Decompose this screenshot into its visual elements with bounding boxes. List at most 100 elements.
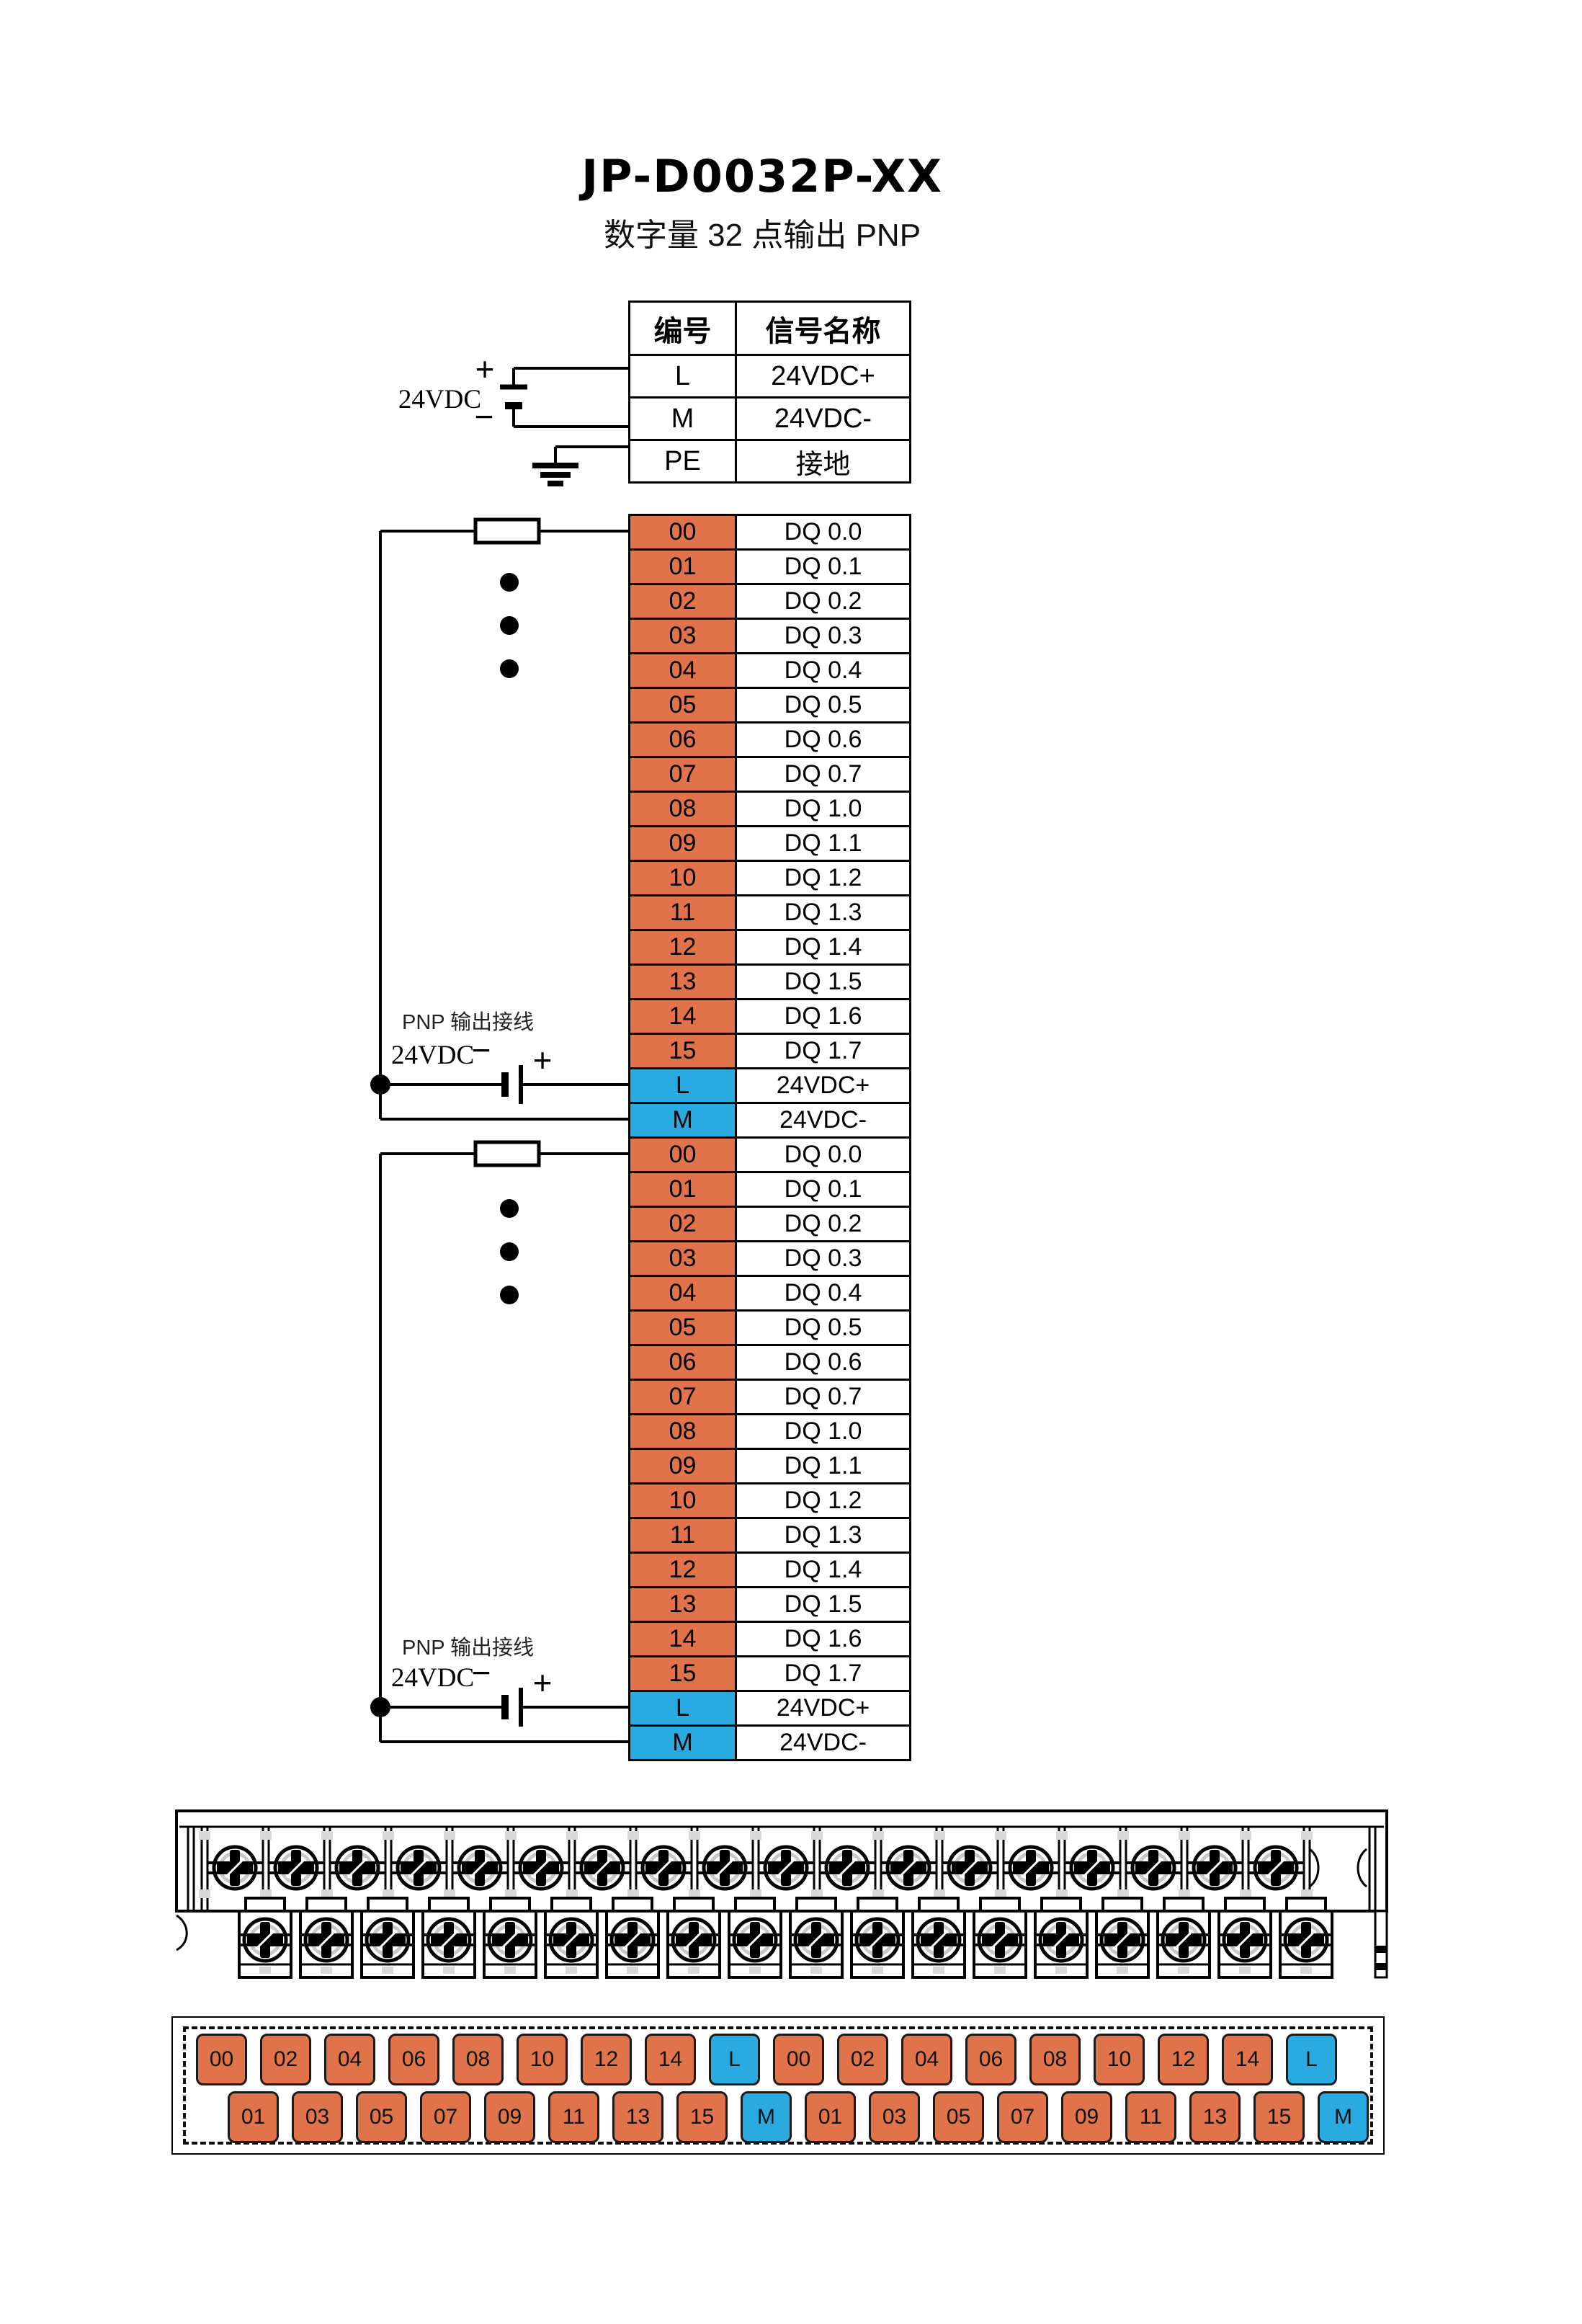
io-row: 09 DQ 1.1 [628, 1448, 911, 1484]
terminal-number-cell: L [628, 1067, 737, 1104]
top-supply-circuit [500, 367, 630, 486]
io-row: 06 DQ 0.6 [628, 721, 911, 758]
supply-plus-1: + [533, 1041, 553, 1079]
signal-name-cell: DQ 1.2 [735, 1482, 911, 1519]
terminal-number-cell: L [628, 354, 737, 399]
signal-name-cell: DQ 1.4 [735, 929, 911, 966]
io-row: 00 DQ 0.0 [628, 1136, 911, 1173]
signal-name-cell: DQ 0.0 [735, 514, 911, 551]
io-row: 07 DQ 0.7 [628, 1379, 911, 1415]
terminal-number-cell: 02 [628, 583, 737, 620]
terminal-map-cell: 04 [324, 2034, 375, 2085]
terminal-number-cell: M [628, 1102, 737, 1139]
signal-name-cell: DQ 1.4 [735, 1551, 911, 1588]
io-row: 06 DQ 0.6 [628, 1344, 911, 1381]
terminal-number-cell: 12 [628, 1551, 737, 1588]
terminal-number-cell: 13 [628, 963, 737, 1000]
terminal-number-cell: 08 [628, 791, 737, 827]
signal-name-cell: DQ 1.7 [735, 1655, 911, 1692]
io-row: 02 DQ 0.2 [628, 583, 911, 620]
io-row: 13 DQ 1.5 [628, 963, 911, 1000]
supply-minus-2: − [472, 1654, 491, 1691]
signal-name-cell: DQ 1.2 [735, 860, 911, 896]
terminal-number-cell: 04 [628, 1275, 737, 1312]
terminal-map-cell: 01 [805, 2091, 856, 2143]
terminal-number-cell: 14 [628, 1621, 737, 1657]
signal-name-cell: DQ 1.7 [735, 1033, 911, 1069]
io-row: 01 DQ 0.1 [628, 548, 911, 585]
signal-name-cell: DQ 1.0 [735, 1413, 911, 1450]
io-row: 09 DQ 1.1 [628, 825, 911, 862]
io-row: 05 DQ 0.5 [628, 687, 911, 724]
signal-name-cell: DQ 0.4 [735, 652, 911, 689]
signal-name-cell: DQ 1.5 [735, 963, 911, 1000]
io-row: M 24VDC- [628, 1102, 911, 1139]
terminal-map-cell: 10 [517, 2034, 568, 2085]
terminal-map-cell: L [1286, 2034, 1337, 2085]
io-row: 05 DQ 0.5 [628, 1309, 911, 1346]
terminal-map-cell: 14 [645, 2034, 696, 2085]
terminal-map-cell: 02 [837, 2034, 888, 2085]
terminal-number-cell: 09 [628, 825, 737, 862]
io-row: 11 DQ 1.3 [628, 894, 911, 931]
signal-name-cell: DQ 0.6 [735, 1344, 911, 1381]
terminal-map-cell: 15 [1253, 2091, 1305, 2143]
terminal-map-cell: 06 [388, 2034, 439, 2085]
load-resistor-icon [473, 517, 541, 545]
terminal-number-cell: 15 [628, 1033, 737, 1069]
terminal-map-cell: 09 [484, 2091, 535, 2143]
terminal-number-cell: 01 [628, 548, 737, 585]
terminal-block-drawing [175, 1809, 1388, 1979]
terminal-map-cell: 05 [933, 2091, 984, 2143]
terminal-map-cell: 08 [452, 2034, 504, 2085]
terminal-number-cell: 03 [628, 618, 737, 654]
signal-name-cell: 24VDC+ [735, 354, 911, 399]
pnp-wiring-label-1: PNP 输出接线 [402, 1010, 534, 1034]
signal-name-cell: 24VDC- [735, 1724, 911, 1761]
io-row: 08 DQ 1.0 [628, 1413, 911, 1450]
signal-name-cell: 24VDC+ [735, 1690, 911, 1727]
io-row: 02 DQ 0.2 [628, 1206, 911, 1242]
output-circuit-2: PNP 输出接线 24VDC − + [370, 1140, 630, 1743]
terminal-number-cell: 03 [628, 1240, 737, 1277]
terminal-number-cell: 00 [628, 1136, 737, 1173]
terminal-map-cell: L [709, 2034, 760, 2085]
io-row: 07 DQ 0.7 [628, 756, 911, 793]
terminal-number-cell: M [628, 1724, 737, 1761]
signal-name-cell: DQ 0.7 [735, 1379, 911, 1415]
signal-name-cell: DQ 1.1 [735, 825, 911, 862]
io-row: 15 DQ 1.7 [628, 1033, 911, 1069]
terminal-number-cell: 11 [628, 894, 737, 931]
terminal-number-cell: 12 [628, 929, 737, 966]
junction-dot [370, 1697, 390, 1717]
top-supply-plus: + [475, 350, 495, 388]
top-supply-minus: − [475, 398, 494, 435]
terminal-number-cell: 01 [628, 1171, 737, 1208]
output-signal-table: 00 DQ 0.0 01 DQ 0.1 02 DQ 0.2 03 DQ 0.3 04 DQ 0.4… [628, 514, 911, 1761]
terminal-number-cell: PE [628, 439, 737, 484]
io-row: 14 DQ 1.6 [628, 1621, 911, 1657]
terminal-layout-map: 00 02 04 06 08 10 12 14 L 00 02 04 06 08 10 12 14 L 01 03 05… [171, 2016, 1385, 2155]
terminal-map-cell: 06 [965, 2034, 1016, 2085]
io-row: 03 DQ 0.3 [628, 1240, 911, 1277]
terminal-map-cell: 08 [1029, 2034, 1081, 2085]
terminal-map-dashed-border [183, 2026, 1373, 2145]
signal-name-cell: DQ 1.5 [735, 1586, 911, 1623]
io-row: 01 DQ 0.1 [628, 1171, 911, 1208]
terminal-map-cell: 14 [1222, 2034, 1273, 2085]
signal-name-cell: 24VDC- [735, 1102, 911, 1139]
terminal-number-cell: 08 [628, 1413, 737, 1450]
io-row: 12 DQ 1.4 [628, 929, 911, 966]
load-resistor-icon [473, 1140, 541, 1167]
signal-name-cell: DQ 0.6 [735, 721, 911, 758]
signal-name-cell: DQ 1.3 [735, 894, 911, 931]
terminal-map-cell: 00 [773, 2034, 824, 2085]
terminal-number-cell: 10 [628, 1482, 737, 1519]
terminal-map-cell: 12 [581, 2034, 632, 2085]
pnp-wiring-label-2: PNP 输出接线 [402, 1636, 534, 1660]
terminal-map-cell: 12 [1158, 2034, 1209, 2085]
io-row: 12 DQ 1.4 [628, 1551, 911, 1588]
terminal-map-cell: 07 [997, 2091, 1048, 2143]
signal-name-cell: DQ 1.0 [735, 791, 911, 827]
